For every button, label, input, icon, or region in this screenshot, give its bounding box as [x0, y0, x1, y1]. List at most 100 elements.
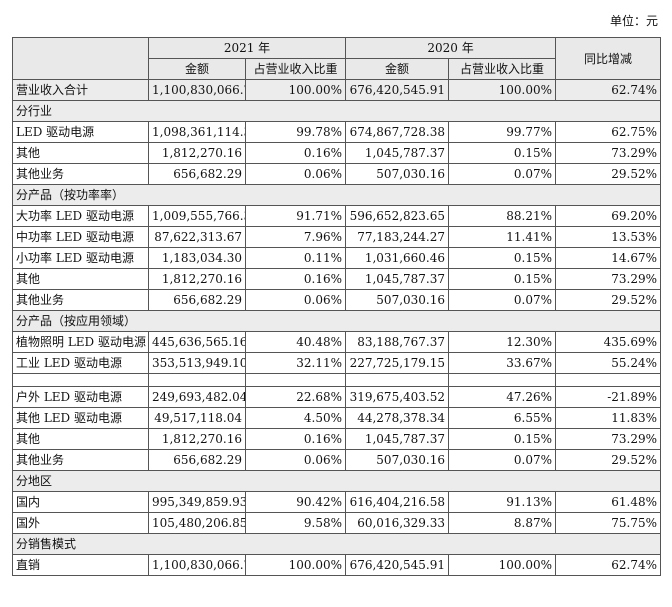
data-row: LED 驱动电源1,098,361,114.3399.78%674,867,72…: [12, 121, 662, 143]
value-cell: 0.15%: [448, 428, 557, 450]
data-row: 其他业务 656,682.29 0.06% 507,030.16 0.07% 29.52%: [12, 289, 662, 311]
row-label: 小功率 LED 驱动电源: [12, 247, 149, 269]
data-row: 植物照明 LED 驱动电源 445,636,565.16 40.48% 83,188,…: [12, 331, 662, 353]
row-label: 国外: [12, 512, 149, 534]
value-cell: 1,045,787.37: [345, 428, 450, 450]
value-cell: 11.41%: [448, 226, 557, 248]
data-row: 其他 LED 驱动电源 49,517,118.04 4.50% 44,278,378.…: [12, 407, 662, 429]
value-cell: 1,100,830,066.78: [148, 554, 246, 576]
header-cell: 占营业收入比重: [244, 58, 347, 80]
value-cell: 75.75%: [555, 512, 662, 534]
section-row: 分产品（按功率率）: [11, 184, 662, 206]
spacer-cell: [555, 373, 662, 387]
value-cell: 100.00%: [244, 554, 347, 576]
header-cell: 同比增减: [555, 37, 662, 80]
section-label: 分销售模式: [11, 533, 662, 555]
row-label: 其他业务: [12, 163, 149, 185]
value-cell: 100.00%: [448, 554, 557, 576]
value-cell: 33.67%: [448, 352, 557, 374]
header-row: 2021 年 2020 年 同比增减: [12, 37, 662, 80]
value-cell: 1,045,787.37: [345, 268, 450, 290]
value-cell: 29.52%: [555, 163, 662, 185]
section-row: 分地区: [11, 470, 662, 492]
value-cell: 656,682.29: [148, 449, 246, 471]
header-cell: 2021 年: [147, 37, 347, 59]
value-cell: 1,045,787.37: [345, 142, 450, 164]
value-cell: 6.55%: [448, 407, 557, 429]
value-cell: 29.52%: [555, 289, 662, 311]
value-cell: 1,100,830,066.78: [148, 79, 246, 101]
value-cell: 32.11%: [244, 352, 347, 374]
value-cell: 87,622,313.67: [148, 226, 246, 248]
spacer-cell: [448, 373, 557, 387]
data-row: 工业 LED 驱动电源 353,513,949.10 32.11% 227,725,1…: [12, 352, 662, 374]
data-row: 直销1,100,830,066.78100.00%676,420,545.911…: [12, 554, 662, 576]
row-label: 户外 LED 驱动电源: [12, 386, 149, 408]
value-cell: 656,682.29: [148, 163, 246, 185]
value-cell: 22.68%: [244, 386, 347, 408]
section-label: 分产品（按功率率）: [11, 184, 662, 206]
value-cell: 47.26%: [448, 386, 557, 408]
value-cell: 90.42%: [244, 491, 347, 513]
value-cell: 656,682.29: [148, 289, 246, 311]
value-cell: 105,480,206.85: [148, 512, 246, 534]
value-cell: 44,278,378.34: [345, 407, 450, 429]
value-cell: 1,183,034.30: [148, 247, 246, 269]
value-cell: 0.06%: [244, 449, 347, 471]
header-cell: 金额: [345, 58, 450, 80]
value-cell: 62.74%: [555, 554, 662, 576]
value-cell: 507,030.16: [345, 289, 450, 311]
value-cell: 507,030.16: [345, 449, 450, 471]
data-row: 其他业务 656,682.29 0.06% 507,030.16 0.07% 29.52%: [12, 163, 662, 185]
value-cell: 91.13%: [448, 491, 557, 513]
value-cell: 0.16%: [244, 268, 347, 290]
value-cell: 11.83%: [555, 407, 662, 429]
data-row: 国外 105,480,206.85 9.58% 60,016,329.33 8.87% 7…: [12, 512, 662, 534]
spacer-cell: [345, 373, 450, 387]
value-cell: 0.07%: [448, 289, 557, 311]
row-label: 其他: [12, 268, 149, 290]
value-cell: 88.21%: [448, 205, 557, 227]
value-cell: 99.78%: [244, 121, 347, 143]
data-row: 其他业务 656,682.29 0.06% 507,030.16 0.07% 29.52%: [12, 449, 662, 471]
section-label: 分产品（按应用领域）: [11, 310, 662, 332]
value-cell: 99.77%: [448, 121, 557, 143]
value-cell: 8.87%: [448, 512, 557, 534]
header-cell: 占营业收入比重: [448, 58, 557, 80]
value-cell: 676,420,545.91: [345, 79, 450, 101]
value-cell: 1,812,270.16: [148, 428, 246, 450]
value-cell: 77,183,244.27: [345, 226, 450, 248]
row-label: 其他 LED 驱动电源: [12, 407, 149, 429]
value-cell: 13.53%: [555, 226, 662, 248]
value-cell: 0.16%: [244, 142, 347, 164]
row-label: 国内: [12, 491, 149, 513]
value-cell: 12.30%: [448, 331, 557, 353]
value-cell: 676,420,545.91: [345, 554, 450, 576]
spacer-cell: [244, 373, 347, 387]
value-cell: 0.15%: [448, 247, 557, 269]
row-label: 其他业务: [12, 449, 149, 471]
row-label: 营业收入合计: [12, 79, 149, 101]
row-label: 植物照明 LED 驱动电源: [12, 331, 149, 353]
value-cell: -21.89%: [555, 386, 662, 408]
section-label: 分行业: [11, 100, 662, 122]
value-cell: 73.29%: [555, 268, 662, 290]
spacer-row: [12, 373, 662, 387]
row-label: 工业 LED 驱动电源: [12, 352, 149, 374]
value-cell: 40.48%: [244, 331, 347, 353]
value-cell: 319,675,403.52: [345, 386, 450, 408]
data-row: 其他 1,812,270.16 0.16% 1,045,787.37 0.15% 73.2…: [12, 268, 662, 290]
value-cell: 507,030.16: [345, 163, 450, 185]
value-cell: 249,693,482.04: [148, 386, 246, 408]
value-cell: 7.96%: [244, 226, 347, 248]
value-cell: 62.74%: [555, 79, 662, 101]
value-cell: 62.75%: [555, 121, 662, 143]
value-cell: 0.06%: [244, 163, 347, 185]
value-cell: 73.29%: [555, 428, 662, 450]
revenue-table: 2021 年 2020 年 同比增减 金额 占营业收入比重 金额 占营业收入比重…: [11, 37, 662, 576]
value-cell: 61.48%: [555, 491, 662, 513]
value-cell: 0.15%: [448, 268, 557, 290]
value-cell: 1,812,270.16: [148, 142, 246, 164]
value-cell: 0.06%: [244, 289, 347, 311]
